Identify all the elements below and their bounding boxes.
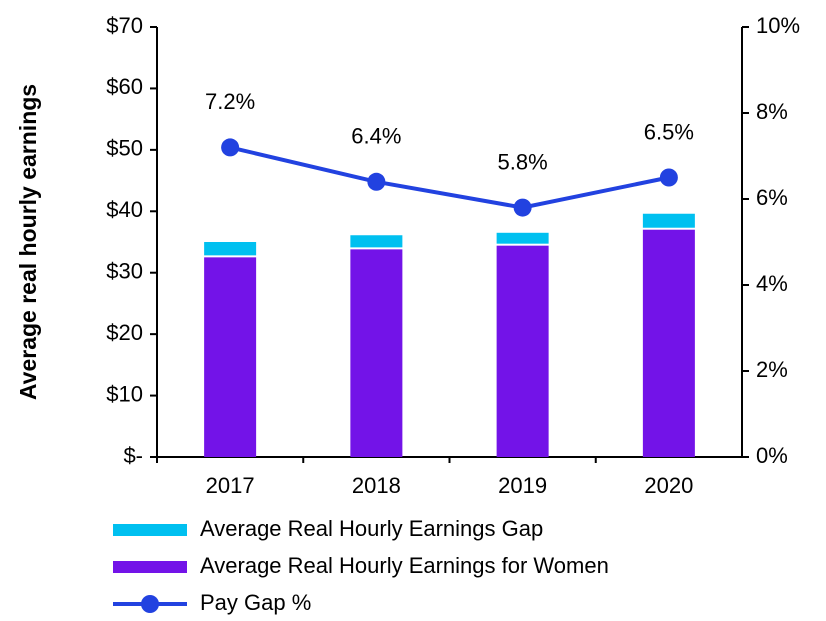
x-tick-label: 2018 [352, 473, 401, 498]
y-tick-label: $10 [106, 381, 143, 406]
y-tick-label: $40 [106, 197, 143, 222]
x-tick-label: 2017 [206, 473, 255, 498]
legend-swatch [113, 524, 187, 536]
bar-segment [204, 257, 257, 457]
y-tick-label: $60 [106, 74, 143, 99]
x-tick-label: 2019 [498, 473, 547, 498]
bar-segment [350, 249, 403, 457]
bar-segment [496, 245, 549, 457]
legend-label: Pay Gap % [200, 590, 311, 615]
y-tick-label: $30 [106, 259, 143, 284]
y2-tick-label: 2% [756, 357, 788, 382]
data-label: 6.4% [351, 124, 401, 149]
y-tick-label: $70 [106, 13, 143, 38]
y-tick-label: $20 [106, 320, 143, 345]
bar-segment [642, 229, 695, 457]
line-point [513, 198, 532, 217]
y-axis-title: Average real hourly earnings [15, 84, 41, 400]
y2-tick-label: 6% [756, 185, 788, 210]
line-point [221, 138, 240, 157]
data-label: 7.2% [205, 89, 255, 114]
bar-segment [350, 235, 403, 248]
bar-segment [496, 232, 549, 244]
line-point [659, 168, 678, 187]
y2-tick-label: 4% [756, 271, 788, 296]
y-tick-label: $50 [106, 136, 143, 161]
data-label: 5.8% [498, 149, 548, 174]
line-series [229, 145, 670, 210]
y2-tick-label: 0% [756, 443, 788, 468]
legend-label: Average Real Hourly Earnings Gap [200, 516, 543, 541]
legend-label: Average Real Hourly Earnings for Women [200, 553, 609, 578]
y2-tick-label: 8% [756, 99, 788, 124]
data-label: 6.5% [644, 119, 694, 144]
bar-segment [204, 242, 257, 256]
line-point [367, 172, 386, 191]
x-tick-label: 2020 [644, 473, 693, 498]
legend-swatch [113, 561, 187, 573]
bar-segment [642, 213, 695, 228]
y2-tick-label: 10% [756, 13, 800, 38]
legend-marker [141, 595, 159, 613]
y-tick-label: $- [123, 443, 143, 468]
